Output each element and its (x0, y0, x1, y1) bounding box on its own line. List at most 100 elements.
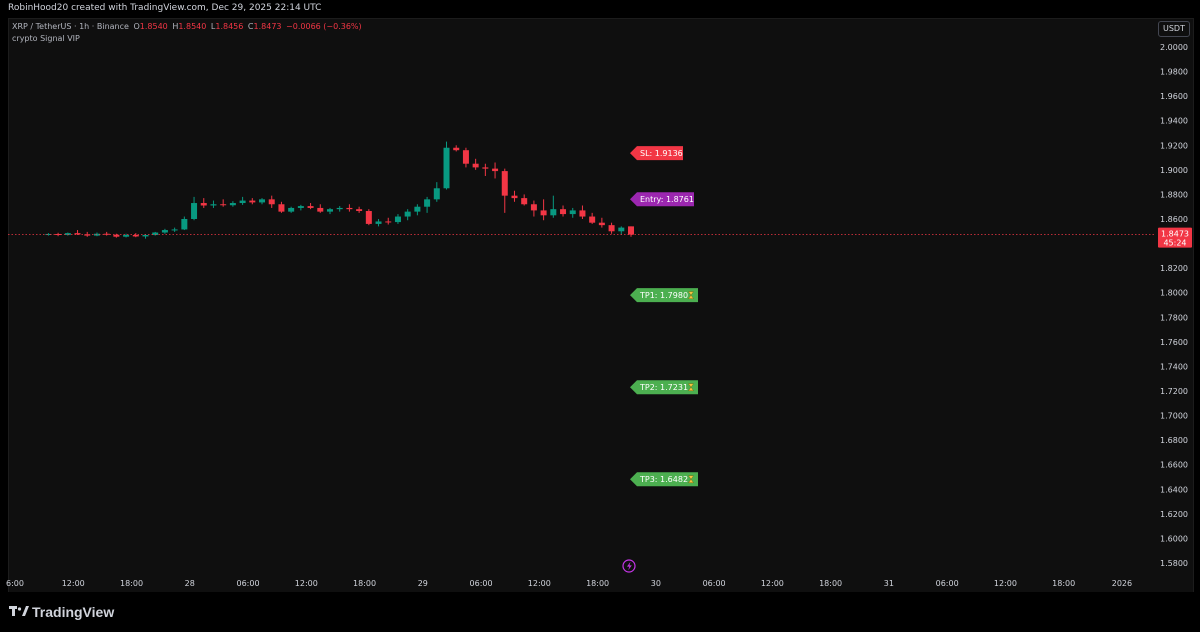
candle (589, 212, 596, 224)
candle-body (385, 221, 392, 223)
signal-sl-label: SL: 1.9136 (630, 146, 683, 161)
hourglass-icon (688, 475, 694, 483)
indicator-title[interactable]: crypto Signal VIP (12, 34, 80, 43)
candle (404, 209, 411, 221)
candle-body (579, 210, 586, 217)
candles-layer (45, 141, 634, 239)
top-bar: RobinHood20 created with TradingView.com… (0, 0, 1200, 18)
candle (74, 230, 81, 235)
candle (598, 217, 605, 228)
candle-body (336, 207, 343, 210)
candle (200, 198, 207, 208)
candle (443, 141, 450, 190)
price-tick-label: 1.7600 (1160, 338, 1188, 347)
candle (239, 196, 246, 205)
lightning-icon[interactable] (622, 559, 636, 573)
time-tick-label: 18:00 (1052, 579, 1075, 588)
candle (268, 195, 275, 208)
candle (394, 214, 401, 224)
candle (472, 158, 479, 170)
chart-pane[interactable] (8, 18, 1194, 594)
price-tick-label: 1.9200 (1160, 141, 1188, 150)
change-value: −0.0066 (−0.36%) (286, 22, 362, 31)
low-value: 1.8456 (215, 22, 244, 31)
candle-body (628, 226, 634, 235)
last-price-label: 1.8473 (1161, 230, 1189, 239)
candle-body (433, 188, 440, 200)
candle (560, 205, 567, 217)
candle (511, 190, 518, 202)
candle (501, 168, 508, 213)
candle-body (45, 233, 52, 235)
candle (84, 231, 91, 237)
candle (259, 198, 266, 205)
price-tick-label: 1.6400 (1160, 485, 1188, 494)
signal-text: TP3: 1.6482 (639, 475, 688, 484)
time-tick-label: 29 (418, 579, 428, 588)
signal-tp-label: TP3: 1.6482 (630, 472, 698, 487)
time-tick-label: 18:00 (586, 579, 609, 588)
price-tick-label: 1.7200 (1160, 387, 1188, 396)
candle-body (171, 229, 178, 231)
candle-body (278, 204, 285, 212)
candle-body (113, 234, 120, 237)
price-tick-label: 1.9600 (1160, 92, 1188, 101)
candle (181, 216, 188, 231)
candle-body (443, 147, 450, 189)
close-value: 1.8473 (253, 22, 282, 31)
price-axis: 2.0000 1.9800 1.9600 1.9400 1.9200 1.9000 1.88… (1160, 43, 1188, 568)
currency-button[interactable]: USDT (1158, 21, 1190, 37)
countdown-label: 45:24 (1163, 239, 1186, 248)
time-tick-label: 06:00 (936, 579, 959, 588)
candle (191, 196, 198, 221)
signal-tp-label: TP1: 1.7980 (630, 288, 698, 303)
candle (453, 145, 460, 152)
signal-text: Entry: 1.8761 (640, 195, 694, 204)
time-tick-label: 06:00 (470, 579, 493, 588)
hourglass-icon (688, 291, 694, 299)
candle-body (74, 233, 81, 235)
candle (113, 233, 120, 238)
time-tick-label: 18:00 (120, 579, 143, 588)
candle-body (608, 225, 615, 232)
hourglass-icon (688, 383, 694, 391)
candle (171, 227, 178, 232)
candle-body (84, 234, 91, 236)
price-tick-label: 1.6800 (1160, 436, 1188, 445)
candle-body (462, 150, 469, 164)
candle-body (521, 198, 528, 205)
time-tick-label: 31 (884, 579, 894, 588)
candle (579, 205, 586, 219)
price-tick-label: 1.8000 (1160, 289, 1188, 298)
signal-tag (630, 472, 698, 487)
candle-body (472, 163, 479, 168)
close-label: C (247, 22, 254, 31)
price-tick-label: 1.6000 (1160, 534, 1188, 543)
time-tick-label: 30 (651, 579, 661, 588)
candle-body (317, 207, 324, 212)
candle-body (569, 210, 576, 215)
candle (492, 162, 499, 179)
candle (278, 201, 285, 213)
price-tick-label: 1.8200 (1160, 264, 1188, 273)
signal-tp-label: TP2: 1.7231 (630, 380, 698, 395)
symbol-title[interactable]: XRP / TetherUS · 1h · Binance (12, 22, 129, 31)
candle (521, 194, 528, 206)
candle (249, 198, 256, 205)
candle (132, 233, 139, 238)
candle-body (161, 230, 168, 233)
candle-body (404, 211, 411, 217)
candle-body (307, 206, 314, 208)
tradingview-logo-icon (9, 606, 29, 616)
price-tick-label: 1.9000 (1160, 166, 1188, 175)
candle-body (598, 222, 605, 226)
candle (550, 195, 557, 218)
candle (462, 147, 469, 168)
time-tick-label: 12:00 (295, 579, 318, 588)
time-tick-label: 28 (185, 579, 195, 588)
price-tick-label: 1.9400 (1160, 117, 1188, 126)
candle (317, 204, 324, 213)
candle-body (249, 200, 256, 203)
candle (569, 207, 576, 218)
